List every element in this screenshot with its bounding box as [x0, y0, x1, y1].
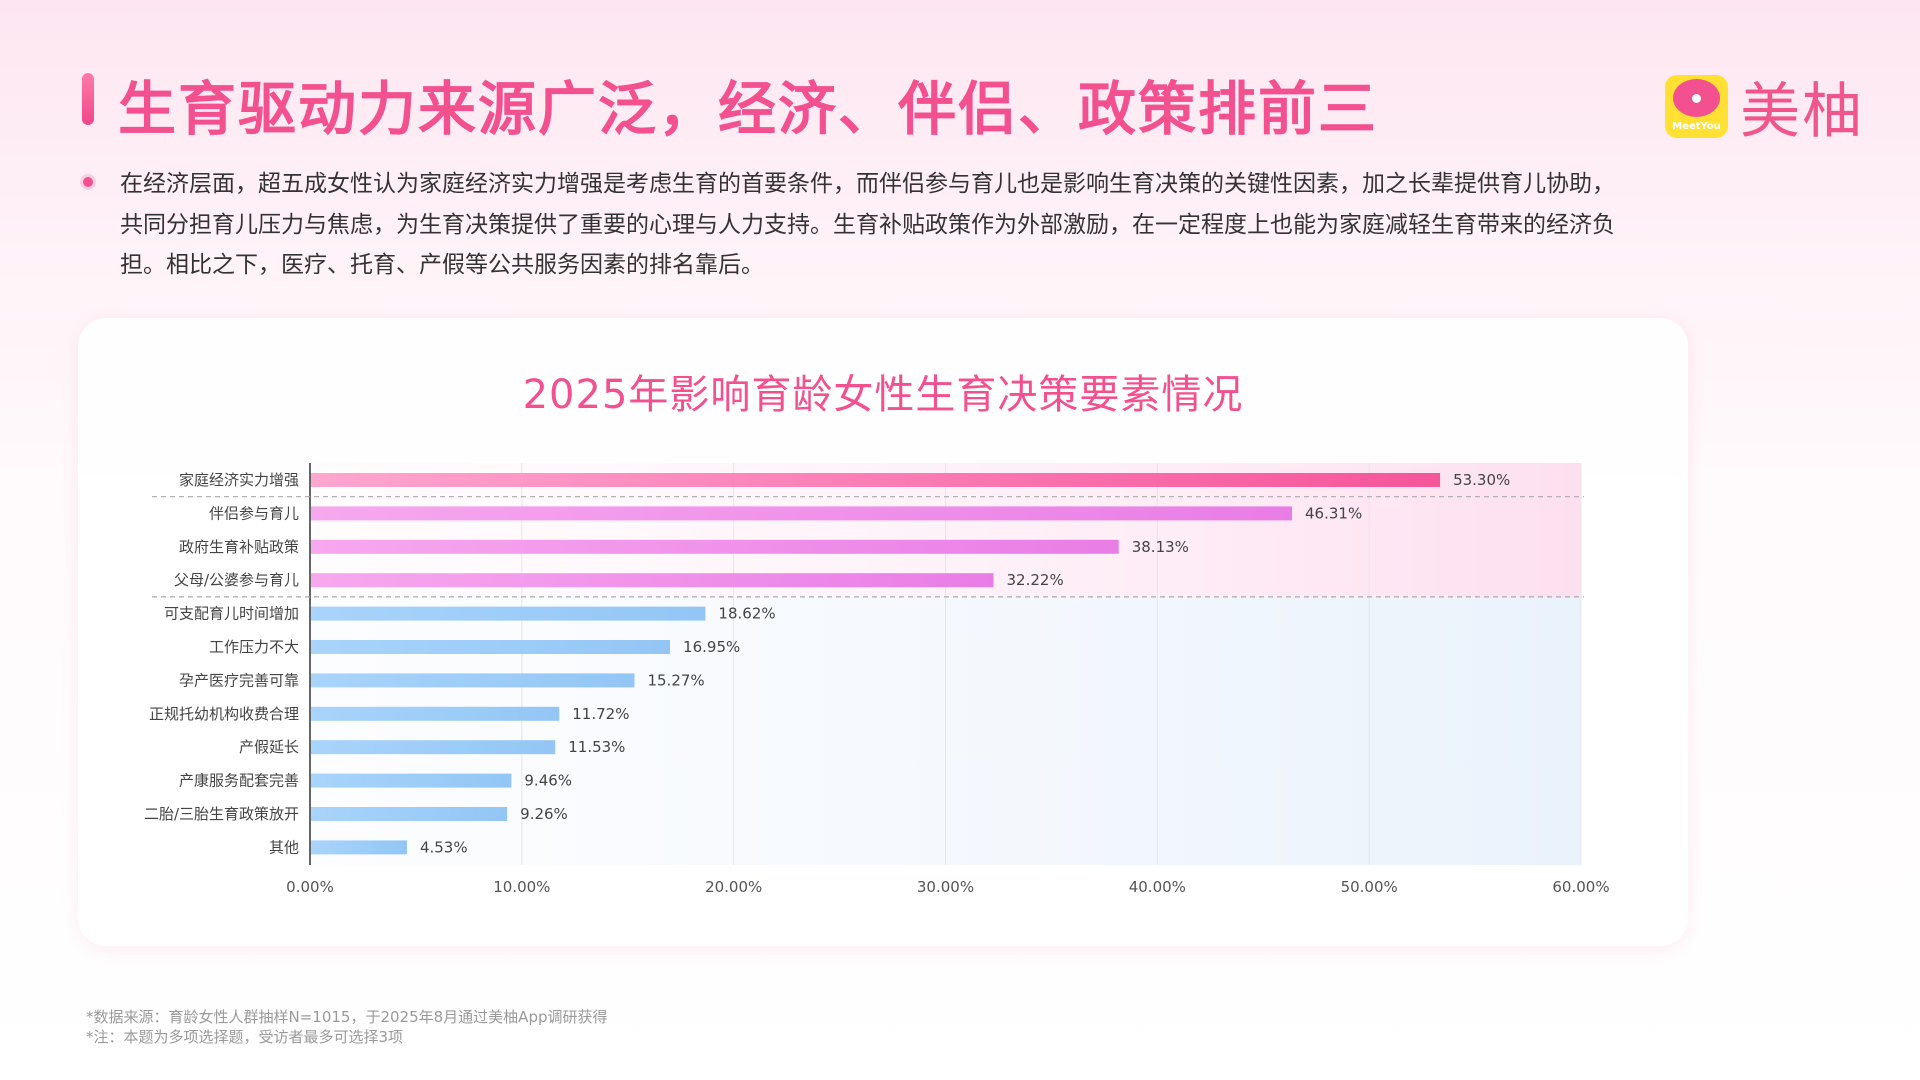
data-label: 11.53% [568, 738, 625, 756]
category-label: 父母/公婆参与育儿 [174, 571, 299, 589]
category-label: 可支配育儿时间增加 [164, 605, 299, 623]
logo-text: 美柚 [1740, 77, 1864, 147]
x-tick-label: 30.00% [917, 878, 974, 896]
bar [311, 539, 1119, 554]
category-label: 孕产医疗完善可靠 [179, 671, 299, 689]
data-label: 9.46% [524, 772, 572, 790]
data-label: 53.30% [1453, 471, 1510, 489]
bar [311, 606, 706, 621]
brand-logo: MeetYou 美柚 [1665, 63, 1864, 150]
category-label: 其他 [269, 838, 299, 856]
title-accent-bar [82, 73, 94, 125]
summary-text: 在经济层面，超五成女性认为家庭经济实力增强是考虑生育的首要条件，而伴侣参与育儿也… [120, 171, 1615, 278]
data-label: 46.31% [1305, 504, 1362, 522]
data-label: 11.72% [572, 705, 629, 723]
bar [311, 640, 671, 654]
chart-title: 2025年影响育龄女性生育决策要素情况 [522, 372, 1244, 418]
category-label: 家庭经济实力增强 [179, 471, 299, 489]
x-tick-label: 40.00% [1129, 878, 1186, 896]
x-tick-label: 60.00% [1552, 878, 1609, 896]
data-label: 4.53% [420, 838, 468, 856]
category-label: 产康服务配套完善 [179, 772, 299, 790]
x-tick-label: 10.00% [493, 878, 550, 896]
x-tick-label: 20.00% [705, 878, 762, 896]
data-label: 18.62% [718, 605, 775, 623]
category-label: 二胎/三胎生育政策放开 [144, 805, 299, 823]
x-tick-label: 0.00% [286, 878, 334, 896]
data-label: 16.95% [683, 638, 740, 656]
data-label: 9.26% [520, 805, 568, 823]
data-label: 38.13% [1132, 538, 1189, 556]
bar [311, 673, 635, 688]
bar [311, 807, 508, 821]
bar [311, 506, 1293, 521]
bar [311, 706, 560, 721]
grapefruit-logo-icon: MeetYou [1665, 75, 1728, 138]
bar [311, 740, 556, 755]
category-label: 政府生育补贴政策 [179, 538, 299, 556]
footnote-source: *数据来源：育龄女性人群抽样N=1015，于2025年8月通过美柚App调研获得 [86, 1008, 608, 1026]
category-label: 产假延长 [239, 738, 299, 756]
bar [311, 573, 994, 588]
category-label: 工作压力不大 [209, 638, 299, 656]
bar [311, 840, 407, 855]
x-tick-label: 50.00% [1341, 878, 1398, 896]
category-label: 正规托幼机构收费合理 [149, 705, 299, 723]
bar [311, 773, 512, 788]
data-label: 15.27% [647, 671, 704, 689]
category-label: 伴侣参与育儿 [209, 504, 299, 522]
bar [311, 473, 1441, 487]
data-label: 32.22% [1007, 571, 1064, 589]
footnote-note: *注：本题为多项选择题，受访者最多可选择3项 [86, 1028, 404, 1046]
bullet-dot-icon [80, 174, 96, 190]
page-title: 生育驱动力来源广泛，经济、伴侣、政策排前三 [118, 75, 1379, 143]
